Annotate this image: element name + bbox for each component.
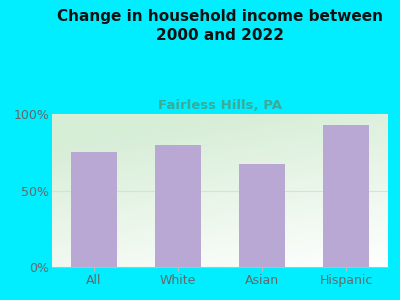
Bar xyxy=(239,164,285,267)
Bar xyxy=(71,152,117,267)
Text: Fairless Hills, PA: Fairless Hills, PA xyxy=(158,99,282,112)
Bar xyxy=(155,145,201,267)
Text: Change in household income between
2000 and 2022: Change in household income between 2000 … xyxy=(57,9,383,43)
Bar xyxy=(323,125,369,267)
